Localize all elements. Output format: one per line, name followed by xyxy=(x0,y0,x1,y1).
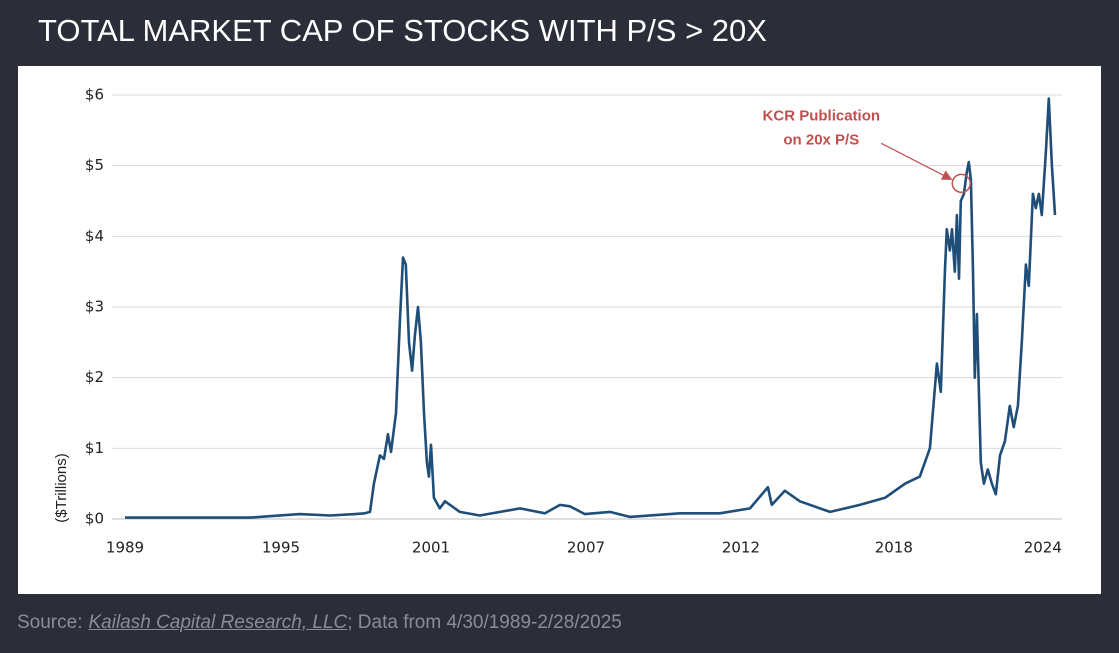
chart: TOTAL MARKET CAP OF STOCKS WITH P/S > 20… xyxy=(18,13,1101,594)
y-tick-label: $4 xyxy=(85,227,104,245)
y-tick-label: $2 xyxy=(85,368,104,386)
chart-title: TOTAL MARKET CAP OF STOCKS WITH P/S > 20… xyxy=(38,13,767,48)
y-tick-label: $6 xyxy=(85,86,104,104)
y-axis-label: ($Trillions) xyxy=(53,453,70,522)
annotation-circle xyxy=(951,173,972,194)
x-tick-label: 2012 xyxy=(722,539,760,557)
y-tick-label: $1 xyxy=(85,439,104,457)
data-line xyxy=(125,97,1057,519)
annotation-text: KCR Publication xyxy=(763,107,881,124)
source-suffix: ; Data from 4/30/1989-2/28/2025 xyxy=(347,612,622,633)
y-tick-label: $3 xyxy=(85,298,104,316)
x-tick-label: 1995 xyxy=(262,539,300,557)
y-tick-label: $0 xyxy=(85,510,104,528)
source-link[interactable]: Kailash Capital Research, LLC xyxy=(88,612,348,633)
annotation-text: on 20x P/S xyxy=(783,131,859,148)
source-prefix: Source: xyxy=(17,612,83,633)
source-note: Source: Kailash Capital Research, LLC; Da… xyxy=(17,612,622,634)
x-tick-label: 2007 xyxy=(567,539,605,557)
x-tick-label: 2001 xyxy=(412,539,450,557)
y-tick-label: $5 xyxy=(85,156,104,174)
x-tick-label: 2024 xyxy=(1024,539,1062,557)
chart-panel xyxy=(18,66,1101,594)
x-tick-label: 2018 xyxy=(875,539,913,557)
x-tick-label: 1989 xyxy=(106,539,144,557)
annotation-arrow xyxy=(881,142,953,180)
